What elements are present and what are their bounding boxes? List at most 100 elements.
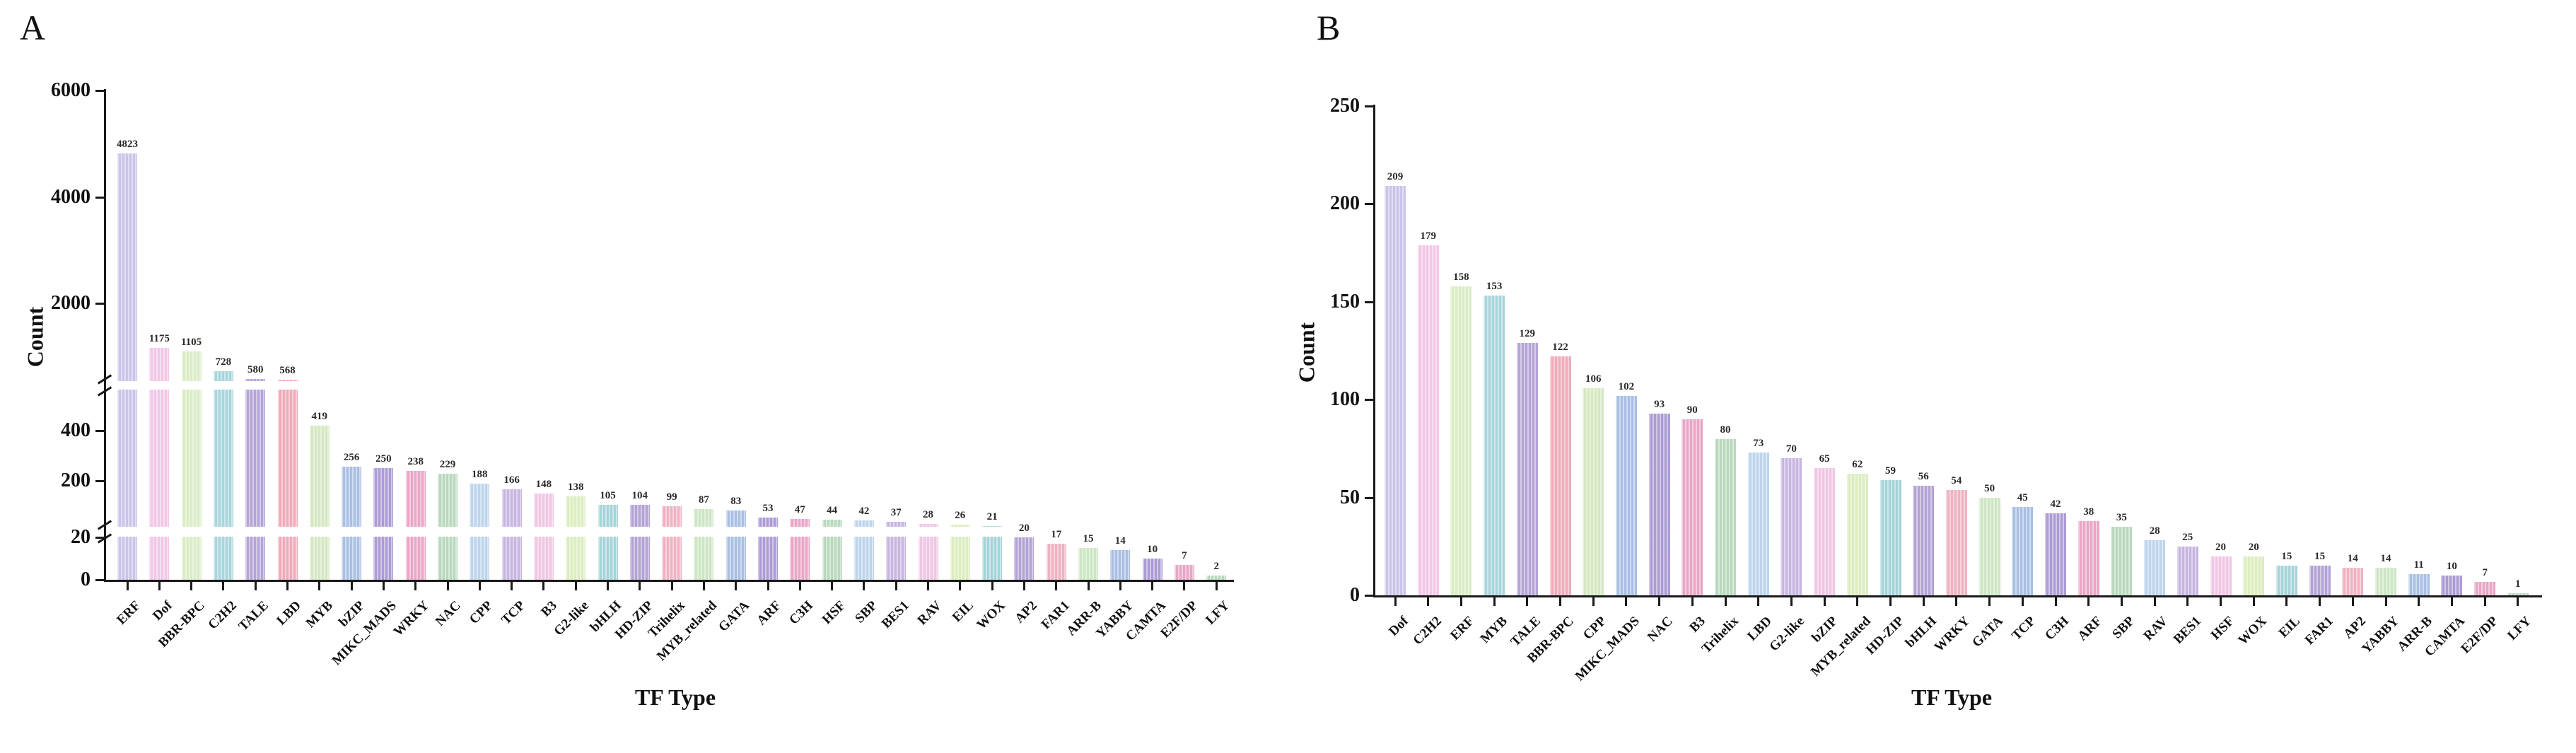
bar xyxy=(1174,565,1194,580)
x-tick-mark xyxy=(2252,597,2255,606)
x-tick-mark xyxy=(1691,597,1694,606)
bar-value-label: 250 xyxy=(375,453,392,465)
x-tick-mark xyxy=(2153,597,2156,606)
bar xyxy=(342,467,362,580)
y-tick-mark xyxy=(95,480,104,482)
bar-value-label: 80 xyxy=(1720,424,1731,436)
x-tick-mark xyxy=(2120,597,2123,606)
x-tick-mark xyxy=(1592,597,1595,606)
bar-value-label: 122 xyxy=(1552,342,1568,354)
bar xyxy=(1516,342,1538,595)
x-tick-mark xyxy=(1823,597,1826,606)
y-tick-label: 100 xyxy=(1330,388,1360,411)
x-tick-mark xyxy=(607,582,609,590)
x-tick-mark xyxy=(1988,597,1991,606)
bar-value-label: 93 xyxy=(1654,398,1665,410)
bar xyxy=(1417,245,1439,595)
x-tick-mark xyxy=(2351,597,2354,606)
bar-value-label: 83 xyxy=(730,495,742,507)
x-tick-mark xyxy=(894,582,897,590)
bar xyxy=(1549,356,1571,595)
chart-a-x-axis-title: TF Type xyxy=(634,684,716,710)
bar xyxy=(1385,186,1406,595)
bar xyxy=(2375,568,2396,595)
bar xyxy=(1142,559,1162,580)
bar-value-label: 14 xyxy=(2347,553,2358,565)
y-tick-label: 6000 xyxy=(51,79,91,101)
bar-value-label: 37 xyxy=(890,506,902,518)
bar-value-label: 15 xyxy=(2314,551,2326,563)
bar xyxy=(1846,474,1868,595)
x-tick-mark xyxy=(991,582,993,590)
y-tick-mark xyxy=(95,90,104,92)
bar xyxy=(1648,413,1670,595)
bar-value-label: 179 xyxy=(1420,230,1436,242)
x-tick-mark xyxy=(1559,597,1561,606)
bar xyxy=(2408,573,2430,595)
bar-value-label: 56 xyxy=(1918,470,1929,482)
bar xyxy=(1913,485,1935,595)
bar-value-label: 15 xyxy=(1083,533,1094,544)
bar xyxy=(2077,520,2099,595)
bar xyxy=(1978,497,2000,595)
bar-value-label: 21 xyxy=(986,510,998,523)
bar xyxy=(1715,438,1736,595)
bar-value-label: 47 xyxy=(794,504,805,516)
x-tick-mark xyxy=(222,582,225,590)
bar xyxy=(1583,387,1604,595)
bar-value-label: 568 xyxy=(279,365,296,377)
y-tick-label: 2000 xyxy=(51,292,91,315)
x-tick-mark xyxy=(574,582,577,590)
bar-value-label: 42 xyxy=(858,506,870,518)
bar-value-label: 17 xyxy=(1051,529,1062,540)
bar-value-label: 129 xyxy=(1519,327,1536,339)
bar-value-label: 25 xyxy=(2182,531,2193,543)
bar xyxy=(2243,556,2265,595)
axis-break-band xyxy=(107,381,1235,390)
bar-value-label: 70 xyxy=(1785,443,1797,455)
bar xyxy=(2441,576,2463,595)
bar-value-label: 209 xyxy=(1387,171,1404,183)
x-tick-mark xyxy=(1459,597,1462,606)
bar xyxy=(2275,566,2297,595)
x-tick-mark xyxy=(1151,582,1154,590)
bar xyxy=(1945,489,1967,595)
bar xyxy=(1014,537,1035,580)
bar-value-label: 14 xyxy=(1114,535,1126,547)
bar-value-label: 10 xyxy=(1147,544,1158,555)
bar-value-label: 105 xyxy=(600,489,616,501)
bar-value-label: 59 xyxy=(1885,465,1896,477)
bar-value-label: 2 xyxy=(1213,561,1219,572)
x-tick-mark xyxy=(1183,582,1186,590)
bar-value-label: 419 xyxy=(311,411,328,423)
bar xyxy=(277,380,298,580)
x-tick-mark xyxy=(190,582,193,590)
x-tick-mark xyxy=(2384,597,2387,606)
x-tick-mark xyxy=(1119,582,1121,590)
bar-value-label: 1105 xyxy=(181,336,202,348)
bar-value-label: 44 xyxy=(827,505,838,517)
x-tick-mark xyxy=(1022,582,1025,590)
y-tick-mark xyxy=(1365,595,1373,597)
x-tick-mark xyxy=(639,582,641,590)
x-tick-mark xyxy=(1856,597,1859,606)
x-tick-mark xyxy=(2087,597,2090,606)
bar xyxy=(2144,540,2166,595)
y-tick-label: 0 xyxy=(81,568,91,590)
bar xyxy=(533,494,554,580)
bar xyxy=(566,496,586,580)
bar xyxy=(2045,513,2066,595)
bar-value-label: 158 xyxy=(1453,271,1469,283)
y-tick-mark xyxy=(95,537,104,539)
panel-b-label: B xyxy=(1317,8,1341,47)
y-tick-label: 0 xyxy=(1350,584,1360,606)
bar-value-label: 188 xyxy=(472,469,488,481)
bar xyxy=(1879,479,1901,595)
bar xyxy=(373,468,394,580)
bar-value-label: 4823 xyxy=(117,138,138,150)
bar-value-label: 20 xyxy=(2248,541,2259,553)
bar-value-label: 106 xyxy=(1585,373,1602,385)
x-tick-mark xyxy=(1087,582,1090,590)
y-tick-mark xyxy=(95,579,104,581)
